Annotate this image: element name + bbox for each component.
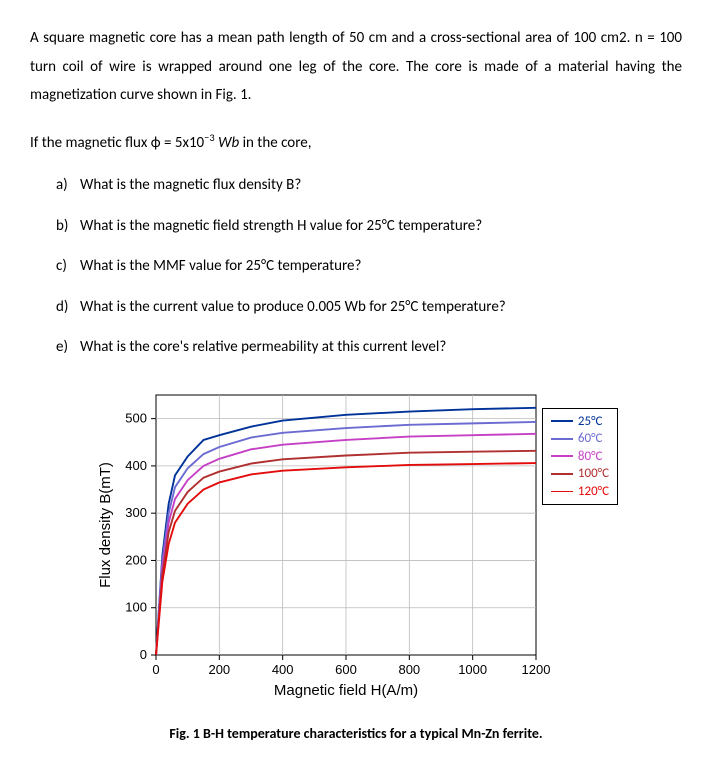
legend-label: 25°C <box>578 413 603 431</box>
svg-text:200: 200 <box>208 662 230 677</box>
formula-value: 5x10 <box>175 134 204 152</box>
legend-label: 100°C <box>578 465 609 483</box>
svg-text:500: 500 <box>125 410 147 425</box>
svg-text:0: 0 <box>152 662 159 677</box>
q-text: What is the magnetic flux density B? <box>80 171 301 200</box>
bh-chart: 0 200 400 600 800 1000 1200 0 100 200 300 400 500 Mag… <box>86 380 626 710</box>
legend-swatch <box>551 491 573 493</box>
svg-text:400: 400 <box>125 457 147 472</box>
formula-suffix: in the core, <box>239 134 311 152</box>
legend-label: 60°C <box>578 430 603 448</box>
problem-intro: A square magnetic core has a mean path l… <box>30 24 682 110</box>
legend-item: 25°C <box>551 413 609 431</box>
svg-text:400: 400 <box>272 662 294 677</box>
svg-text:1200: 1200 <box>522 662 551 677</box>
q-label: d) <box>56 293 80 322</box>
svg-text:300: 300 <box>125 505 147 520</box>
q-label: e) <box>56 333 80 362</box>
legend-item: 120°C <box>551 483 609 501</box>
svg-text:Magnetic field H(A/m): Magnetic field H(A/m) <box>274 682 418 699</box>
formula-prefix: If the magnetic flux ϕ = <box>30 134 175 152</box>
svg-text:0: 0 <box>140 647 147 662</box>
svg-text:200: 200 <box>125 552 147 567</box>
q-text: What is the core's relative permeability… <box>80 333 446 362</box>
svg-text:Flux density B(mT): Flux density B(mT) <box>97 462 114 588</box>
q-label: a) <box>56 171 80 200</box>
q-label: b) <box>56 212 80 241</box>
formula-unit: Wb <box>215 134 239 152</box>
q-text: What is the MMF value for 25°C temperatu… <box>80 252 361 281</box>
svg-text:100: 100 <box>125 599 147 614</box>
chart-legend: 25°C60°C80°C100°C120°C <box>542 408 618 506</box>
figure-caption: Fig. 1 B-H temperature characteristics f… <box>30 724 682 744</box>
legend-item: 80°C <box>551 448 609 466</box>
q-text: What is the current value to produce 0.0… <box>80 293 506 322</box>
legend-swatch <box>551 420 573 422</box>
formula-exp: −3 <box>204 131 215 144</box>
q-text: What is the magnetic field strength H va… <box>80 212 482 241</box>
question-c: c) What is the MMF value for 25°C temper… <box>56 252 682 281</box>
q-label: c) <box>56 252 80 281</box>
legend-swatch <box>551 455 573 457</box>
svg-text:600: 600 <box>335 662 357 677</box>
formula-line: If the magnetic flux ϕ = 5x10−3 Wb in th… <box>30 128 682 158</box>
svg-text:1000: 1000 <box>458 662 487 677</box>
legend-label: 80°C <box>578 448 603 466</box>
legend-item: 60°C <box>551 430 609 448</box>
svg-text:800: 800 <box>398 662 420 677</box>
question-d: d) What is the current value to produce … <box>56 293 682 322</box>
legend-label: 120°C <box>578 483 609 501</box>
questions-list: a) What is the magnetic flux density B? … <box>30 171 682 362</box>
legend-swatch <box>551 438 573 440</box>
legend-swatch <box>551 473 573 475</box>
legend-item: 100°C <box>551 465 609 483</box>
question-b: b) What is the magnetic field strength H… <box>56 212 682 241</box>
question-a: a) What is the magnetic flux density B? <box>56 171 682 200</box>
question-e: e) What is the core's relative permeabil… <box>56 333 682 362</box>
